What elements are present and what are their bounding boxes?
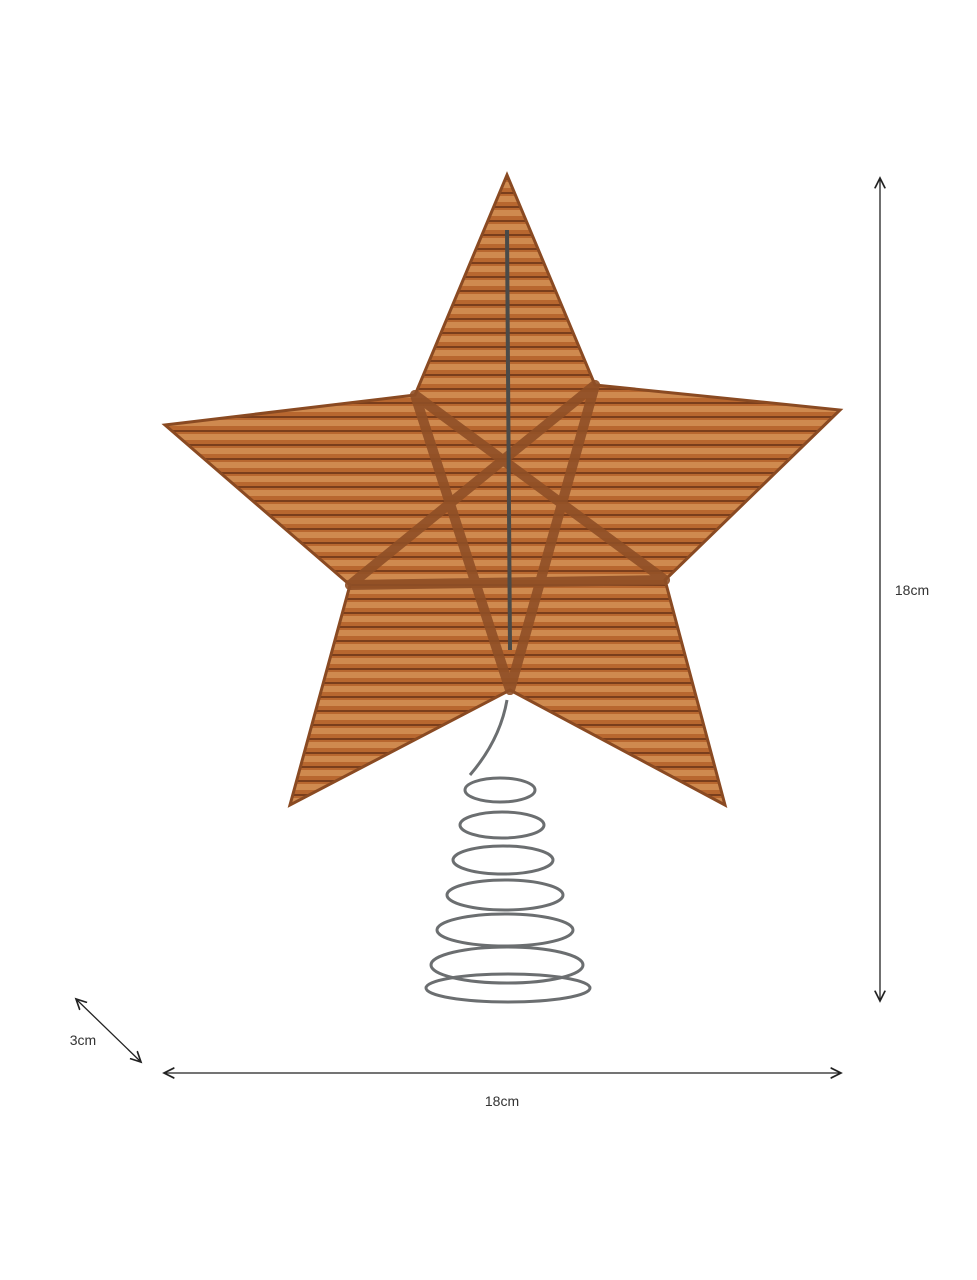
dimension-arrows [76, 178, 880, 1073]
depth-arrow [76, 999, 141, 1062]
rattan-star [161, 171, 844, 808]
width-label: 18cm [484, 1093, 520, 1109]
height-label: 18cm [894, 582, 930, 598]
spring-coil [424, 699, 592, 1004]
depth-label: 3cm [69, 1032, 97, 1048]
